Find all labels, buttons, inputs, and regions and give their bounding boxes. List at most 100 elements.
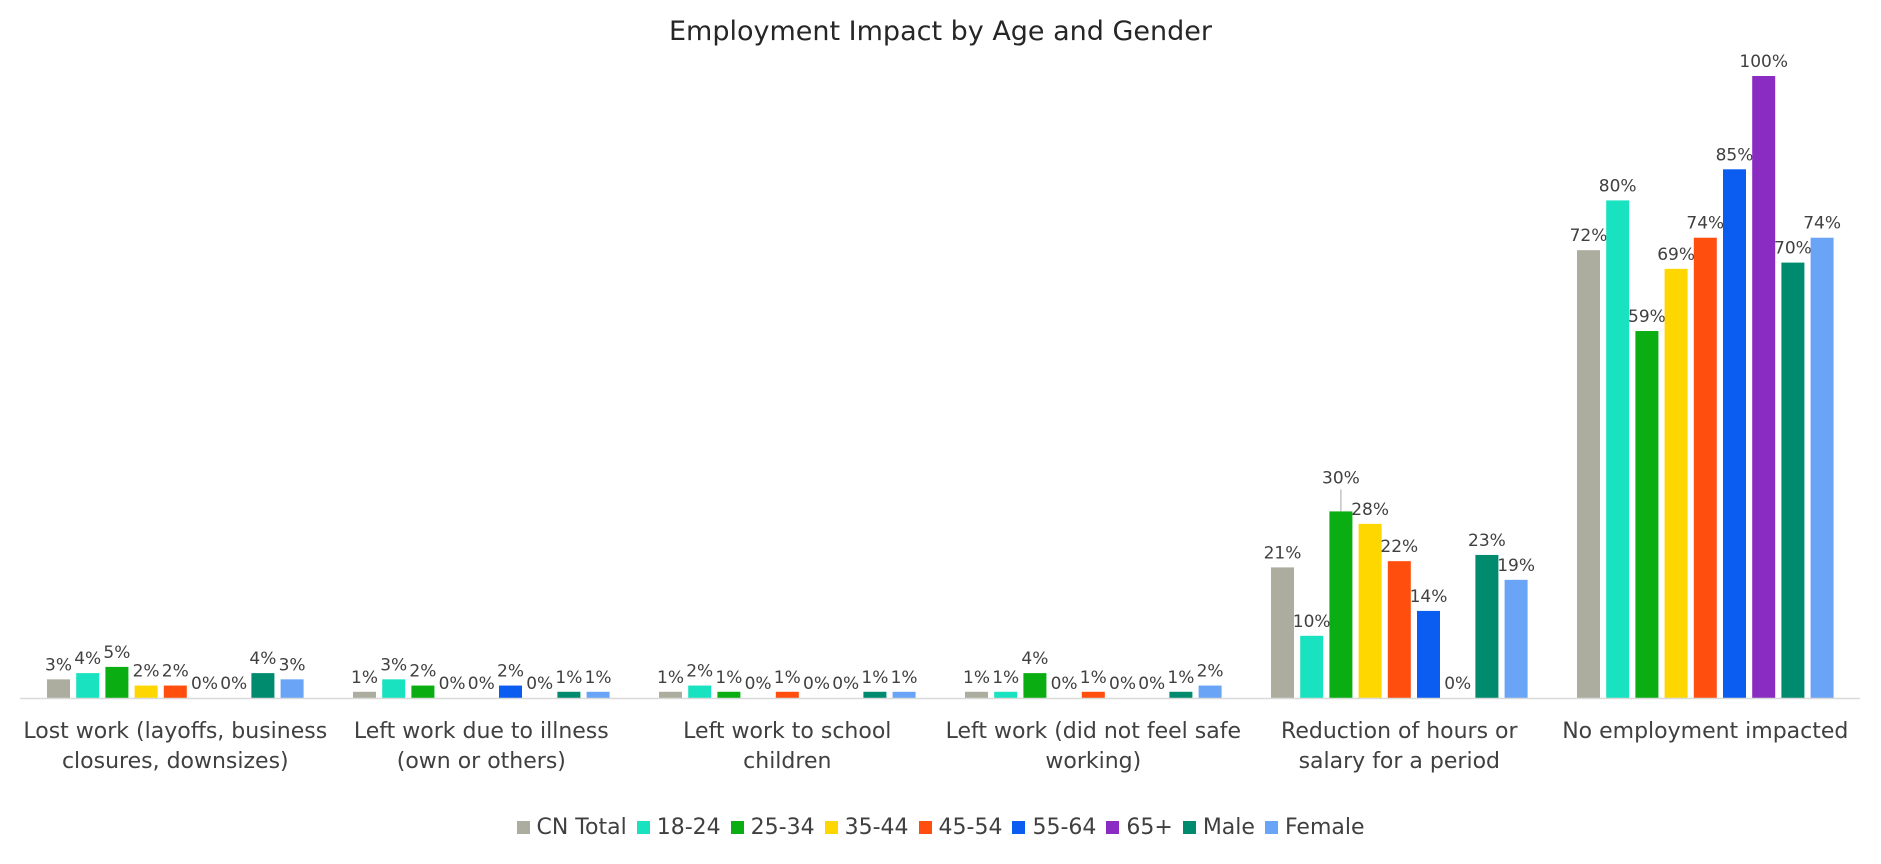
- category-label: Reduction of hours or: [1281, 719, 1518, 744]
- legend-swatch: [730, 821, 744, 834]
- data-label: 0%: [439, 674, 466, 694]
- data-label: 2%: [497, 662, 524, 682]
- data-label: 1%: [351, 668, 378, 688]
- data-label: 1%: [1080, 668, 1107, 688]
- bar: [688, 685, 712, 698]
- data-label: 1%: [861, 668, 888, 688]
- data-label: 0%: [1051, 674, 1078, 694]
- data-label: 0%: [1444, 674, 1471, 694]
- data-label: 70%: [1774, 239, 1812, 259]
- bar: [105, 666, 129, 698]
- legend-label: CN Total: [536, 815, 627, 840]
- data-label: 2%: [686, 662, 713, 682]
- data-label: 1%: [774, 668, 801, 688]
- bar: [1198, 685, 1222, 698]
- legend-swatch: [1264, 821, 1278, 834]
- bar: [499, 685, 522, 698]
- category-label: No employment impacted: [1562, 719, 1848, 744]
- data-label: 1%: [891, 668, 918, 688]
- data-label: 1%: [585, 668, 612, 688]
- bar: [47, 679, 70, 698]
- data-label: 28%: [1351, 500, 1389, 520]
- legend-label: 55-64: [1032, 815, 1097, 840]
- category-label: working): [1045, 749, 1141, 774]
- data-label: 0%: [468, 674, 495, 694]
- bar: [1693, 237, 1717, 698]
- data-label: 100%: [1739, 52, 1788, 72]
- bar: [863, 691, 887, 698]
- legend-item: 65+: [1106, 815, 1173, 840]
- data-label: 19%: [1497, 556, 1535, 576]
- data-label: 72%: [1570, 226, 1608, 246]
- legend-item: 55-64: [1012, 815, 1096, 840]
- data-label: 0%: [832, 674, 859, 694]
- data-label: 4%: [74, 649, 101, 669]
- data-label: 3%: [279, 655, 306, 675]
- bar: [1475, 554, 1499, 698]
- legend-label: Male: [1202, 815, 1255, 840]
- bar: [1752, 76, 1776, 698]
- bar: [1417, 610, 1440, 698]
- data-label: 0%: [1138, 674, 1165, 694]
- data-label: 4%: [249, 649, 276, 669]
- legend-item: 18-24: [636, 815, 721, 840]
- data-label: 2%: [409, 662, 436, 682]
- data-label: 2%: [1197, 662, 1224, 682]
- data-label: 21%: [1264, 543, 1302, 563]
- data-label: 59%: [1628, 307, 1666, 327]
- bar: [1300, 635, 1324, 698]
- data-label: 0%: [803, 674, 830, 694]
- bar: [1635, 331, 1659, 698]
- legend-label: 35-44: [844, 815, 909, 840]
- bar: [1081, 691, 1105, 698]
- chart-title: Employment Impact by Age and Gender: [668, 16, 1213, 47]
- data-label: 14%: [1410, 587, 1448, 607]
- category-label: Left work to school: [683, 719, 891, 744]
- bar: [1606, 200, 1630, 698]
- data-label: 0%: [526, 674, 553, 694]
- data-label: 0%: [1109, 674, 1136, 694]
- data-label: 1%: [555, 668, 582, 688]
- bar: [659, 691, 682, 698]
- category-label: closures, downsizes): [62, 749, 289, 774]
- legend-label: 25-34: [750, 815, 815, 840]
- bar: [1387, 561, 1411, 698]
- legend-swatch: [918, 821, 932, 834]
- bar: [411, 685, 435, 698]
- bar: [1023, 673, 1047, 698]
- data-label: 3%: [380, 655, 407, 675]
- legend-item: Female: [1264, 815, 1365, 840]
- legend-swatch: [1182, 821, 1196, 834]
- data-label: 1%: [992, 668, 1019, 688]
- bar: [1329, 511, 1353, 698]
- bar: [1664, 268, 1688, 698]
- legend-label: 65+: [1126, 815, 1173, 840]
- data-label: 5%: [103, 643, 130, 663]
- legend-item: 25-34: [730, 815, 815, 840]
- legend-item: Male: [1182, 815, 1255, 840]
- bar: [1723, 169, 1746, 699]
- bar: [76, 673, 100, 698]
- legend-swatch: [1012, 821, 1026, 834]
- legend-label: 45-54: [938, 815, 1003, 840]
- bar: [994, 691, 1018, 698]
- data-label: 2%: [162, 662, 189, 682]
- legend-swatch: [516, 821, 530, 834]
- bar: [1358, 523, 1382, 698]
- data-label: 2%: [133, 662, 160, 682]
- bar: [1271, 567, 1294, 698]
- bar: [134, 685, 158, 698]
- bar: [1169, 691, 1193, 698]
- legend-item: 35-44: [824, 815, 909, 840]
- bar: [557, 691, 581, 698]
- legend-item: CN Total: [516, 815, 627, 840]
- legend-label: Female: [1284, 815, 1365, 840]
- legend-swatch: [636, 821, 650, 834]
- data-label: 4%: [1021, 649, 1048, 669]
- bar: [892, 691, 916, 698]
- category-label: salary for a period: [1299, 749, 1500, 774]
- category-label: Left work (did not feel safe: [946, 719, 1241, 744]
- legend-label: 18-24: [656, 815, 721, 840]
- data-label: 1%: [1167, 668, 1194, 688]
- category-label: Left work due to illness: [354, 719, 609, 744]
